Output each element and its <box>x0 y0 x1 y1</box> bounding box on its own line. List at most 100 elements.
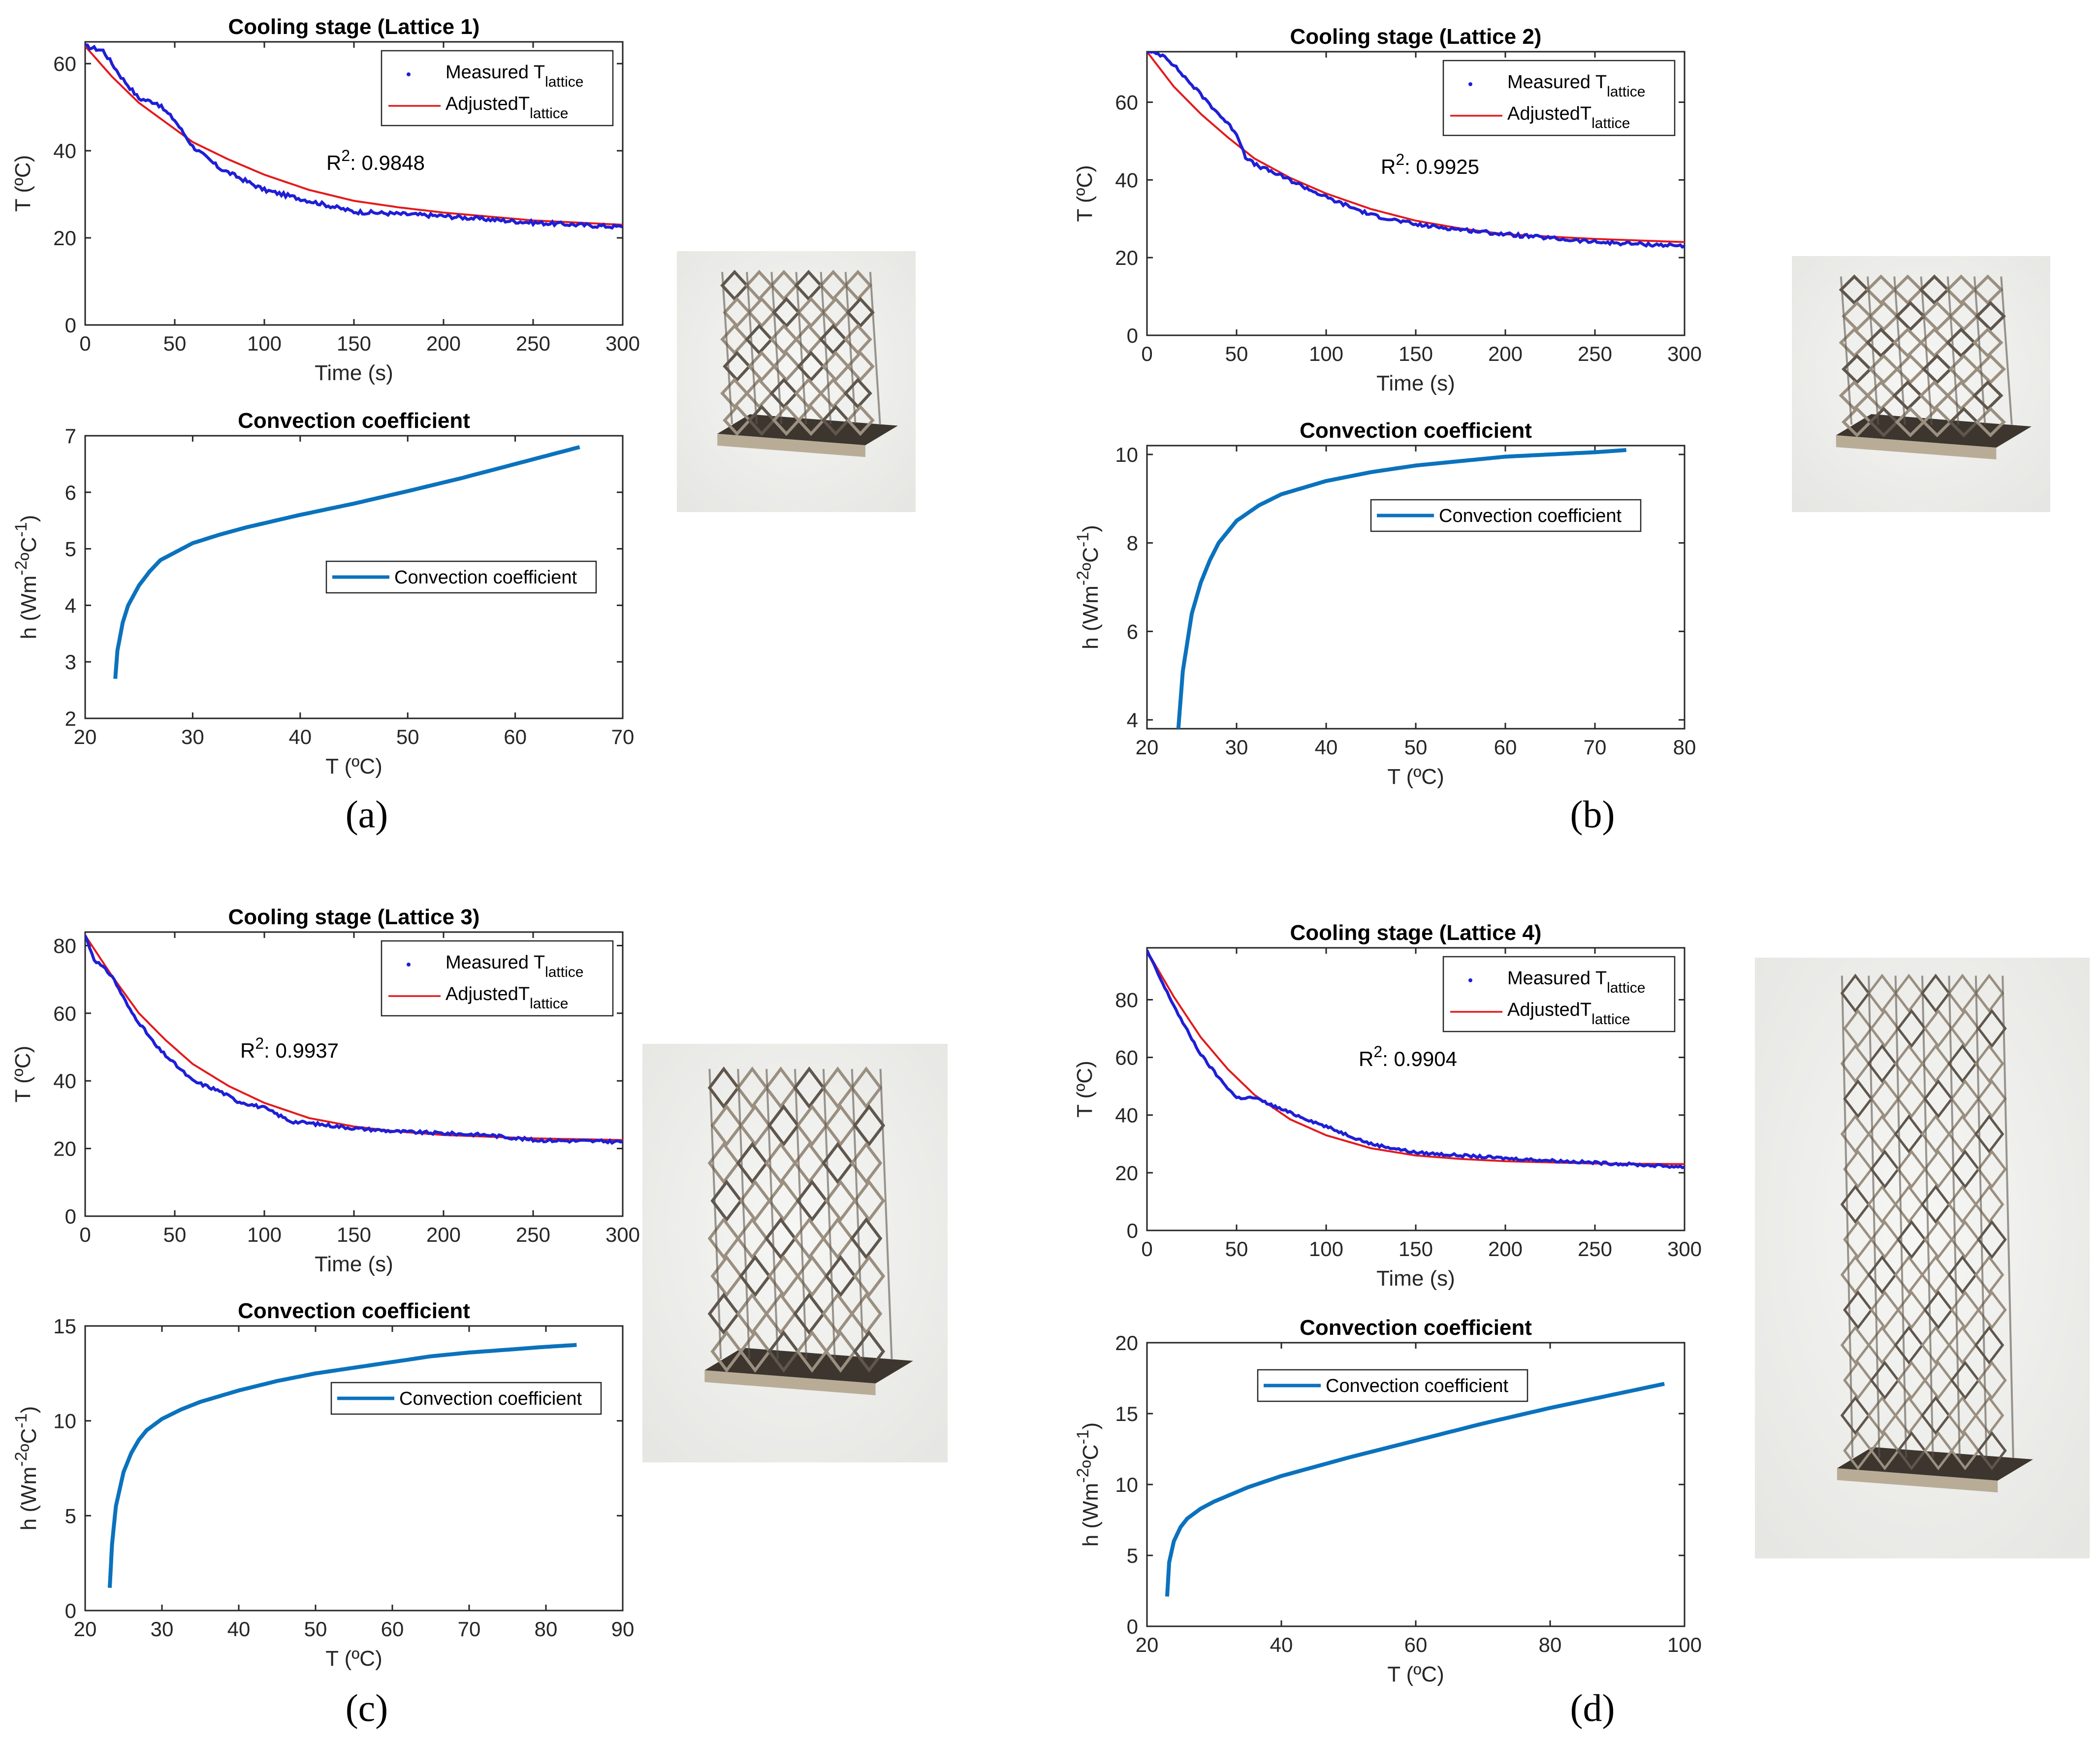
r2-value: 0.9937 <box>275 1039 338 1062</box>
lattice-strut <box>710 1179 743 1222</box>
lattice-column <box>794 1068 807 1359</box>
lattice-strut <box>1950 1008 1980 1048</box>
y-axis-label-part: -2 <box>12 560 31 575</box>
lattice-strut <box>793 1142 826 1185</box>
lattice-strut <box>824 1179 857 1222</box>
y-tick-label: 5 <box>1127 1544 1138 1567</box>
x-tick-label: 90 <box>611 1617 635 1641</box>
lattice-strut <box>747 404 776 436</box>
y-tick-label: 20 <box>1115 246 1138 269</box>
lattice-strut <box>772 296 801 328</box>
lattice-strut <box>1977 1431 2007 1471</box>
lattice-strut <box>764 1066 797 1109</box>
plot-frame <box>1146 445 1686 730</box>
lattice-strut <box>720 269 749 301</box>
lattice-strut <box>824 1104 857 1147</box>
lattice-strut <box>1945 380 1977 411</box>
x-tick-label: 200 <box>426 1223 461 1246</box>
lattice-column <box>746 272 758 424</box>
lattice-strut <box>1923 1431 1953 1471</box>
lattice-strut <box>1950 1220 1980 1259</box>
lattice-strut <box>764 1217 797 1260</box>
lattice-strut <box>1895 301 1926 332</box>
legend-box <box>1442 956 1676 1033</box>
lattice-strut <box>794 378 823 409</box>
y-axis-label-part: -1 <box>1074 532 1092 547</box>
lattice-plate-edge <box>704 1370 876 1395</box>
lattice-strut <box>1894 973 1924 1013</box>
lattice-strut <box>824 1330 857 1373</box>
lattice-column <box>820 272 832 424</box>
y-tick-label: 0 <box>65 1599 76 1622</box>
lattice-strut <box>1950 1360 1980 1400</box>
lattice-strut <box>793 1217 826 1260</box>
legend-measured-marker <box>407 963 411 967</box>
y-axis-label-part: ºC <box>1079 1445 1103 1468</box>
y-tick-label: 5 <box>65 1504 76 1527</box>
y-tick-label: 0 <box>65 314 76 337</box>
x-tick-label: 40 <box>227 1617 251 1641</box>
legend-convection-label: Convection coefficient <box>399 1388 582 1409</box>
lattice-column <box>1867 276 1879 425</box>
lattice-strut <box>723 296 752 328</box>
y-tick-label: 60 <box>1115 91 1138 114</box>
lattice-strut <box>822 1142 854 1185</box>
convection-legend: Convection coefficient <box>1370 499 1642 532</box>
x-tick-label: 50 <box>304 1617 327 1641</box>
lattice-strut <box>1843 1360 1873 1400</box>
lattice-plate-edge <box>1836 435 1997 460</box>
lattice-column <box>1893 276 1906 425</box>
lattice-strut <box>739 1104 771 1147</box>
r-squared-annotation: R2: 0.9904 <box>1359 1043 1457 1070</box>
lattice-strut <box>1867 1325 1897 1365</box>
lattice-column <box>844 272 857 424</box>
legend-box <box>1442 60 1676 136</box>
lattice-strut <box>1974 973 2005 1013</box>
lattice-strut <box>767 1330 800 1373</box>
lattice-strut <box>1947 1255 1977 1294</box>
convection-legend: Convection coefficient <box>1257 1369 1528 1402</box>
lattice-strut <box>1870 1431 1900 1471</box>
lattice-strut <box>1974 1255 2005 1294</box>
lattice-strut <box>1840 1325 1871 1365</box>
y-axis-label-part: h (Wm <box>1079 1483 1103 1547</box>
lattice-strut <box>767 1179 800 1222</box>
y-tick-label: 40 <box>53 1069 76 1093</box>
lattice-strut <box>1920 1255 1951 1294</box>
x-tick-label: 50 <box>396 725 419 748</box>
r2-separator: : <box>1404 155 1416 178</box>
y-axis-label-part: ºC <box>17 537 41 561</box>
lattice-column <box>2000 276 2013 425</box>
panel-caption: (c) <box>346 1686 388 1729</box>
lattice-strut <box>1920 1395 1951 1435</box>
lattice-strut <box>1920 1114 1951 1154</box>
x-tick-label: 30 <box>151 1617 174 1641</box>
y-tick-label: 7 <box>65 424 76 448</box>
lattice-strut <box>707 1217 740 1260</box>
legend-box <box>381 50 614 127</box>
x-tick-label: 300 <box>1667 1237 1702 1260</box>
y-axis-label-part: -2 <box>1074 1468 1092 1483</box>
chart-title: Cooling stage (Lattice 2) <box>1290 25 1542 49</box>
lattice-strut <box>1867 1044 1897 1084</box>
x-tick-label: 60 <box>381 1617 404 1641</box>
x-tick-label: 60 <box>1494 736 1517 759</box>
legend-subscript: lattice <box>530 996 568 1012</box>
r2-prefix: R <box>1381 155 1396 178</box>
lattice-strut <box>1870 1360 1900 1400</box>
convection-legend: Convection coefficient <box>325 560 597 594</box>
r-squared-annotation: R2: 0.9925 <box>1381 151 1479 178</box>
y-axis-label-part: ) <box>17 1406 41 1414</box>
lattice-strut <box>850 1292 883 1335</box>
x-axis-label: T (ºC) <box>325 1646 382 1671</box>
lattice-strut <box>745 269 774 301</box>
x-tick-label: 50 <box>163 1223 187 1246</box>
legend-subscript: lattice <box>1591 1011 1630 1028</box>
y-axis-label-part: -1 <box>12 1413 31 1428</box>
lattice-strut <box>850 1217 883 1260</box>
lattice-strut <box>1843 1220 1873 1259</box>
adjusted-series-line <box>1147 950 1685 1165</box>
legend-box <box>381 940 614 1017</box>
